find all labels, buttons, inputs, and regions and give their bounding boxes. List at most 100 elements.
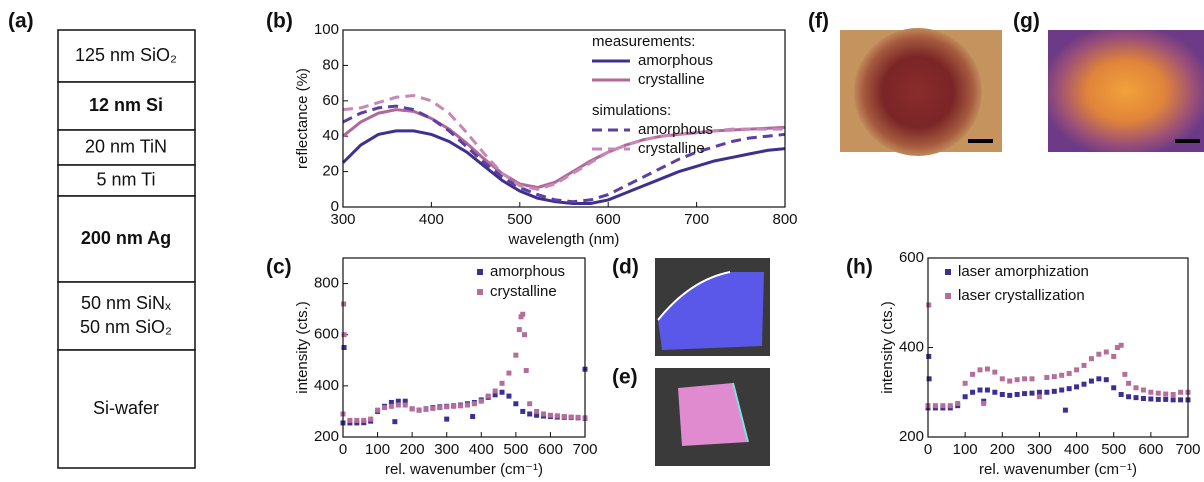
point: [1022, 391, 1027, 396]
panel-label: (h): [846, 256, 873, 279]
point: [926, 302, 931, 307]
point: [1000, 392, 1005, 397]
x-tick-label: 400: [1064, 441, 1089, 458]
point: [555, 413, 560, 418]
point: [992, 390, 997, 395]
scale-bar: [1175, 139, 1200, 143]
point: [541, 411, 546, 416]
point: [517, 327, 522, 332]
point: [1044, 390, 1049, 395]
point: [1089, 356, 1094, 361]
point: [347, 418, 352, 423]
point: [444, 417, 449, 422]
laser-spot: [854, 28, 982, 156]
legend-label: crystalline: [638, 140, 705, 157]
point: [1141, 396, 1146, 401]
panel-label: (c): [266, 256, 292, 279]
point: [522, 332, 527, 337]
layer-label: 200 nm Ag: [81, 228, 171, 248]
point: [524, 368, 529, 373]
layer-label: Si-wafer: [93, 398, 159, 418]
y-tick-label: 0: [331, 198, 339, 215]
point: [1096, 376, 1101, 381]
x-tick-label: 100: [953, 441, 978, 458]
y-tick-label: 800: [314, 275, 339, 292]
point: [569, 415, 574, 420]
point: [410, 406, 415, 411]
point: [341, 302, 346, 307]
panel-label: (d): [612, 256, 639, 279]
legend-swatch: [945, 293, 951, 299]
point: [981, 401, 986, 406]
point: [430, 406, 435, 411]
legend-title: measurements:: [592, 33, 695, 50]
point: [1067, 371, 1072, 376]
x-tick-label: 600: [1138, 441, 1163, 458]
x-tick-label: 0: [924, 441, 932, 458]
y-tick-label: 600: [314, 326, 339, 343]
point: [396, 403, 401, 408]
chart: 0100200300400500600700200400600800rel. w…: [294, 258, 598, 478]
x-tick-label: 200: [400, 441, 425, 458]
point: [970, 390, 975, 395]
point: [940, 403, 945, 408]
point: [389, 404, 394, 409]
x-tick-label: 0: [339, 441, 347, 458]
point: [985, 388, 990, 393]
point: [963, 381, 968, 386]
point: [500, 390, 505, 395]
point: [1119, 343, 1124, 348]
point: [1015, 377, 1020, 382]
plot-frame: [343, 30, 785, 207]
x-tick-label: 300: [434, 441, 459, 458]
point: [562, 414, 567, 419]
point: [527, 411, 532, 416]
point: [1082, 382, 1087, 387]
point: [506, 371, 511, 376]
point: [1156, 397, 1161, 402]
point: [527, 401, 532, 406]
point: [1052, 389, 1057, 394]
point: [955, 401, 960, 406]
figure: (a)(b)(c)(d)(e)(f)(g)(h)125 nm SiO₂12 nm…: [0, 0, 1204, 482]
point: [1044, 375, 1049, 380]
point: [933, 403, 938, 408]
point: [1156, 391, 1161, 396]
legend-label: laser crystallization: [958, 287, 1085, 304]
panel-label: (e): [612, 366, 638, 389]
scale-bar: [968, 139, 993, 143]
legend-label: amorphous: [638, 52, 713, 69]
y-tick-label: 80: [322, 56, 339, 73]
y-tick-label: 20: [322, 163, 339, 180]
point: [470, 414, 475, 419]
layer-label: 50 nm SiO₂: [80, 317, 172, 337]
point: [1122, 372, 1127, 377]
point: [493, 388, 498, 393]
panel-label: (b): [266, 10, 293, 33]
legend-label: crystalline: [490, 283, 557, 300]
panel-label: (g): [1013, 10, 1040, 33]
photos: [655, 28, 1204, 466]
point: [513, 353, 518, 358]
y-tick-label: 100: [314, 21, 339, 38]
point: [417, 408, 422, 413]
point: [520, 312, 525, 317]
layer-label: 12 nm Si: [89, 95, 163, 115]
layer-label: 5 nm Ti: [96, 169, 155, 189]
point: [403, 403, 408, 408]
point: [1134, 385, 1139, 390]
point: [506, 394, 511, 399]
point: [1074, 367, 1079, 372]
point: [1015, 392, 1020, 397]
point: [382, 405, 387, 410]
series-line: [343, 131, 785, 204]
point: [1074, 384, 1079, 389]
point: [1022, 376, 1027, 381]
point: [444, 404, 449, 409]
point: [423, 407, 428, 412]
y-tick-label: 600: [899, 249, 924, 266]
point: [1104, 349, 1109, 354]
x-tick-label: 100: [365, 441, 390, 458]
legend-label: crystalline: [638, 71, 705, 88]
y-tick-label: 200: [899, 428, 924, 445]
